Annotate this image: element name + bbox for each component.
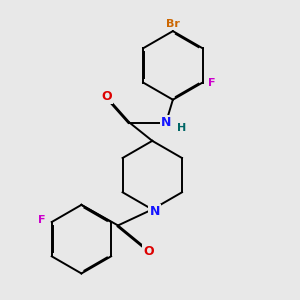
Text: F: F — [38, 215, 45, 225]
Text: Br: Br — [166, 19, 180, 29]
Text: N: N — [161, 116, 171, 129]
Text: O: O — [143, 245, 154, 258]
Text: N: N — [149, 205, 160, 218]
Text: F: F — [208, 78, 215, 88]
Text: O: O — [101, 90, 112, 103]
Text: H: H — [177, 123, 187, 133]
